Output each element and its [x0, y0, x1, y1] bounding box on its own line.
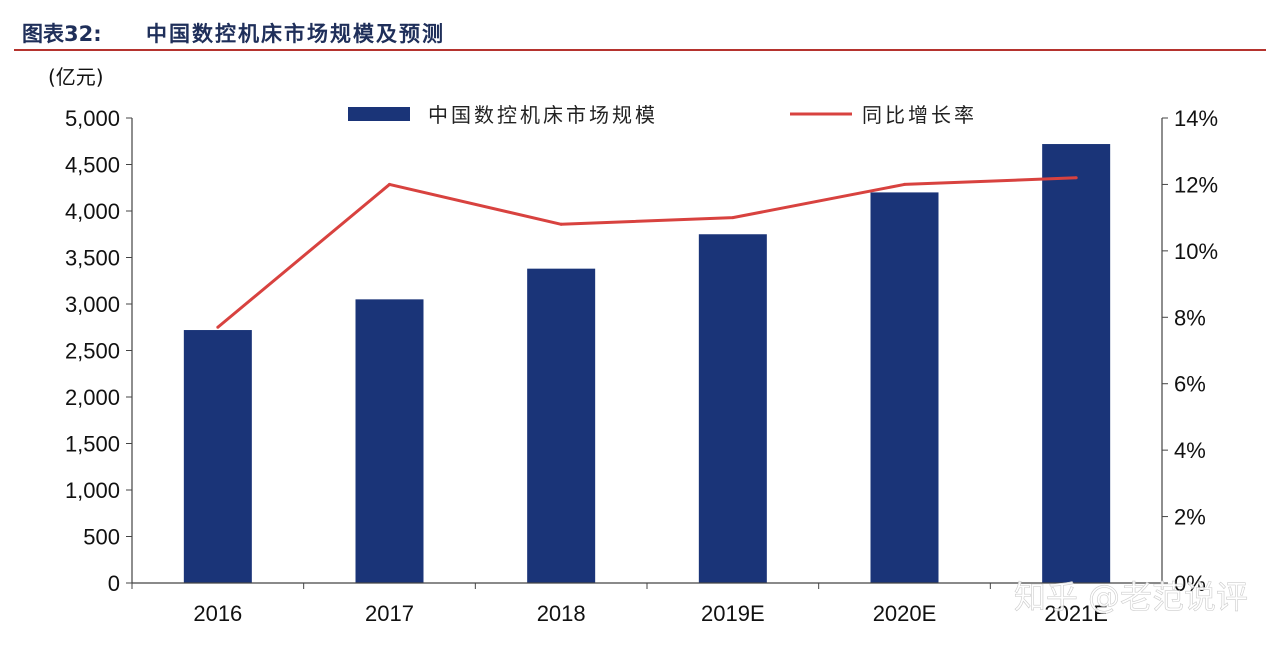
bar-2016	[183, 330, 252, 583]
y-left-tick-label: 0	[108, 571, 120, 596]
y-left-tick-label: 2,500	[65, 339, 120, 364]
y-right-tick-label: 14%	[1174, 106, 1218, 131]
figure-label: 图表32:	[22, 22, 102, 46]
bar-2019E	[698, 234, 767, 583]
legend-line-label: 同比增长率	[862, 103, 977, 127]
y-right-tick-label: 10%	[1174, 239, 1218, 264]
x-tick-label-2016: 2016	[193, 601, 242, 626]
y-left-unit-label: (亿元)	[48, 65, 104, 89]
x-tick-label-2017: 2017	[365, 601, 414, 626]
x-tick-label-2021E: 2021E	[1044, 601, 1108, 626]
legend-bar-label: 中国数控机床市场规模	[428, 103, 658, 127]
y-left-tick-label: 4,500	[65, 153, 120, 178]
y-right-tick-label: 8%	[1174, 305, 1206, 330]
figure-header: 图表32: 中国数控机床市场规模及预测	[14, 6, 1266, 51]
y-left-tick-label: 5,000	[65, 106, 120, 131]
y-left-tick-label: 1,000	[65, 478, 120, 503]
growth-line-series	[216, 176, 1078, 329]
y-right-tick-label: 6%	[1174, 372, 1206, 397]
watermark: 知乎 @老范说评	[1014, 578, 1248, 616]
header-rule	[14, 49, 1266, 51]
y-right-tick-label: 12%	[1174, 172, 1218, 197]
y-left-tick-label: 3,500	[65, 246, 120, 271]
y-left-tick-label: 500	[83, 525, 120, 550]
x-tick-label-2019E: 2019E	[701, 601, 765, 626]
legend-bar-swatch	[348, 107, 410, 121]
x-tick-label-2020E: 2020E	[873, 601, 937, 626]
axes: 0 500 1,000 1,500 2,000 2,500 3,000 3,500 4,000 4…	[65, 106, 1218, 626]
growth-point-2021E	[1074, 176, 1078, 180]
bar-2018	[527, 268, 596, 583]
growth-line	[216, 176, 1077, 329]
growth-point-2016	[216, 325, 220, 329]
growth-point-2018	[559, 222, 563, 226]
x-tick-label-2018: 2018	[537, 601, 586, 626]
bars	[183, 144, 1111, 584]
bar-2021E	[1042, 144, 1111, 584]
y-left-tick-label: 3,000	[65, 292, 120, 317]
growth-point-2017	[388, 182, 391, 186]
bar-2017	[355, 299, 424, 583]
bar-2020E	[870, 192, 939, 583]
y-left-tick-label: 4,000	[65, 199, 120, 224]
growth-point-2020E	[903, 182, 906, 186]
chart-title: 中国数控机床市场规模及预测	[146, 22, 445, 46]
y-left-tick-label: 1,500	[65, 432, 120, 457]
growth-point-2019E	[731, 216, 735, 220]
y-right-tick-label: 2%	[1174, 505, 1206, 530]
y-right-tick-label: 0%	[1174, 571, 1206, 596]
y-left-tick-label: 2,000	[65, 385, 120, 410]
y-right-tick-label: 4%	[1174, 438, 1206, 463]
legend: 中国数控机床市场规模 同比增长率	[348, 103, 977, 127]
